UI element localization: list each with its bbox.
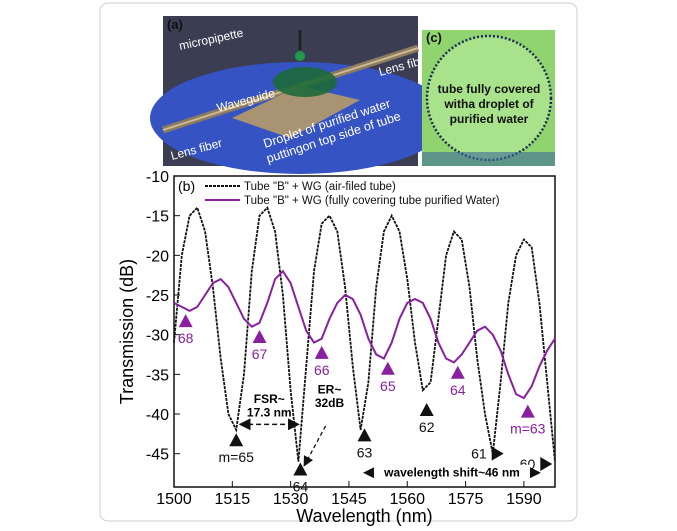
- mode-label: 66: [314, 362, 330, 378]
- y-axis-label: Transmission (dB): [117, 259, 137, 404]
- x-tick-label: 1530: [273, 491, 309, 508]
- y-tick-label: -40: [146, 407, 169, 424]
- waveguide-chip: [232, 86, 360, 138]
- mode-marker: [357, 428, 372, 442]
- mode-label: 62: [419, 419, 435, 435]
- image-text: tube fully covered: [438, 82, 541, 96]
- x-tick-label: 1545: [331, 491, 367, 508]
- mode-label: m=65: [218, 449, 254, 465]
- x-tick-label: 1575: [448, 491, 484, 508]
- image-text: purified water: [450, 112, 529, 126]
- mode-marker: [419, 403, 434, 417]
- mode-marker: [178, 314, 193, 328]
- legend-label: Tube "B" + WG (air-filed tube): [244, 181, 396, 193]
- legend-label: Tube "B" + WG (fully covering tube purif…: [244, 195, 500, 207]
- x-axis-label: Wavelength (nm): [296, 506, 432, 526]
- panel-a: (a) micropipette Lens fiber Waveguide Le…: [150, 16, 450, 174]
- mode-label: 68: [178, 330, 194, 346]
- drop: [295, 51, 305, 61]
- x-tick-label: 1500: [156, 491, 192, 508]
- mode-label: 64: [450, 382, 466, 398]
- mode-label: 65: [380, 378, 396, 394]
- y-tick-label: -10: [146, 169, 169, 186]
- y-tick-label: -15: [146, 209, 169, 226]
- panel-label: (b): [178, 178, 195, 194]
- mode-marker: [229, 433, 244, 447]
- mode-label: 63: [357, 444, 373, 460]
- mode-marker: [540, 456, 553, 471]
- series-line: [173, 205, 556, 462]
- mode-label: 61: [471, 446, 487, 462]
- annotation: 32dB: [315, 396, 345, 410]
- mode-marker: [520, 404, 535, 418]
- mode-label: 64: [293, 479, 309, 495]
- x-tick-label: 1590: [506, 491, 542, 508]
- y-tick-label: -45: [146, 447, 169, 464]
- mode-label: 67: [252, 346, 268, 362]
- panel-label: (c): [426, 30, 442, 45]
- x-tick-label: 1515: [215, 491, 251, 508]
- substrate: [422, 152, 555, 166]
- droplet: [273, 67, 337, 97]
- mode-label: m=63: [510, 421, 546, 437]
- panel-c: (c) tube fully covered witha droplet of …: [422, 30, 555, 166]
- x-tick-label: 1560: [389, 491, 425, 508]
- annotation: wavelength shift~46 nm: [383, 466, 520, 480]
- mode-marker: [491, 446, 504, 461]
- y-tick-label: -30: [146, 328, 169, 345]
- y-tick-label: -25: [146, 288, 169, 305]
- y-tick-label: -20: [146, 248, 169, 265]
- image-text: witha droplet of: [443, 97, 534, 111]
- mode-marker: [450, 365, 465, 379]
- annotation: 17.3 nm: [247, 405, 292, 419]
- mode-marker: [293, 462, 308, 476]
- mode-marker: [252, 330, 267, 344]
- mode-marker: [380, 361, 395, 375]
- y-tick-label: -35: [146, 367, 169, 384]
- mode-marker: [314, 345, 329, 359]
- panel-label: (a): [167, 17, 183, 32]
- er-arrow: [303, 425, 327, 467]
- chart: 1500 1515 1530 1545 1560 1575 1590 -10 -15 -20 -25…: [117, 169, 556, 526]
- annotation: ER~: [318, 382, 342, 396]
- annotation-bg: [373, 464, 530, 480]
- series-line: [173, 269, 556, 400]
- annotation: FSR~: [254, 392, 285, 406]
